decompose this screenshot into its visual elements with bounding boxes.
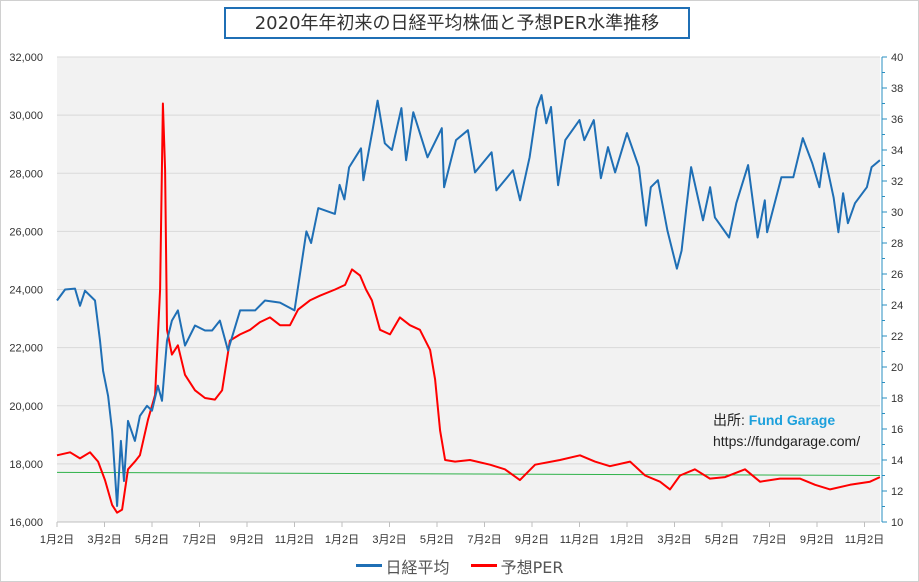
x-tick-label: 9月2日: [800, 534, 834, 546]
y-right-tick-label: 30: [891, 207, 903, 219]
x-tick-label: 1月2日: [325, 534, 359, 546]
y-right-tick-label: 26: [891, 269, 903, 281]
y-right-tick-label: 24: [891, 300, 903, 312]
source-label: 出所:: [713, 412, 745, 428]
x-tick-label: 5月2日: [705, 534, 739, 546]
y-right-tick-label: 14: [891, 455, 903, 467]
legend-item-per: 予想PER: [470, 554, 564, 578]
x-tick-label: 1月2日: [610, 534, 644, 546]
source-annotation: 出所: Fund Garage https://fundgarage.com/: [713, 410, 860, 452]
y-right-tick-label: 32: [891, 176, 903, 188]
x-tick-label: 7月2日: [182, 534, 216, 546]
source-url: https://fundgarage.com/: [713, 433, 861, 449]
legend-swatch-nikkei: [355, 564, 382, 567]
y-left-tick-label: 28,000: [9, 168, 43, 180]
y-left-tick-label: 30,000: [9, 110, 43, 122]
y-right-tick-label: 28: [891, 238, 903, 250]
x-tick-label: 7月2日: [467, 534, 501, 546]
source-brand: Fund Garage: [748, 412, 836, 428]
legend-swatch-per: [470, 564, 497, 567]
y-right-tick-label: 10: [891, 517, 903, 529]
y-left-tick-label: 20,000: [9, 401, 43, 413]
y-right-tick-label: 38: [891, 83, 903, 95]
y-left-tick-label: 18,000: [9, 459, 43, 471]
x-tick-label: 11月2日: [845, 534, 885, 546]
reference-line: [56, 471, 880, 476]
x-tick-label: 3月2日: [87, 534, 121, 546]
nikkei-line: [56, 94, 881, 507]
x-tick-label: 7月2日: [752, 534, 786, 546]
x-tick-label: 11月2日: [275, 534, 315, 546]
legend-item-nikkei: 日経平均: [355, 554, 450, 578]
x-tick-label: 9月2日: [230, 534, 264, 546]
legend-label-per: 予想PER: [500, 557, 564, 577]
y-left-tick-label: 32,000: [9, 52, 43, 64]
x-tick-label: 1月2日: [40, 534, 74, 546]
y-left-tick-label: 26,000: [9, 226, 43, 238]
legend: 日経平均 予想PER: [0, 552, 919, 578]
per-line: [56, 102, 881, 514]
x-tick-label: 3月2日: [372, 534, 406, 546]
legend-label-nikkei: 日経平均: [385, 557, 450, 577]
chart-title: 2020年年初来の日経平均株価と予想PER水準推移: [224, 7, 690, 39]
y-right-tick-label: 36: [891, 114, 903, 126]
x-tick-label: 5月2日: [135, 534, 169, 546]
y-left-tick-label: 16,000: [9, 517, 43, 529]
y-left-tick-label: 24,000: [9, 285, 43, 297]
y-left-tick-label: 22,000: [9, 343, 43, 355]
x-tick-label: 3月2日: [657, 534, 691, 546]
x-tick-label: 9月2日: [515, 534, 549, 546]
y-right-tick-label: 12: [891, 486, 903, 498]
y-right-tick-label: 34: [891, 145, 903, 157]
x-tick-label: 11月2日: [560, 534, 600, 546]
y-right-tick-label: 20: [891, 362, 903, 374]
y-right-tick-label: 22: [891, 331, 903, 343]
x-tick-label: 5月2日: [420, 534, 454, 546]
y-right-tick-label: 18: [891, 393, 903, 405]
y-right-tick-label: 40: [891, 52, 903, 64]
y-right-tick-label: 16: [891, 424, 903, 436]
